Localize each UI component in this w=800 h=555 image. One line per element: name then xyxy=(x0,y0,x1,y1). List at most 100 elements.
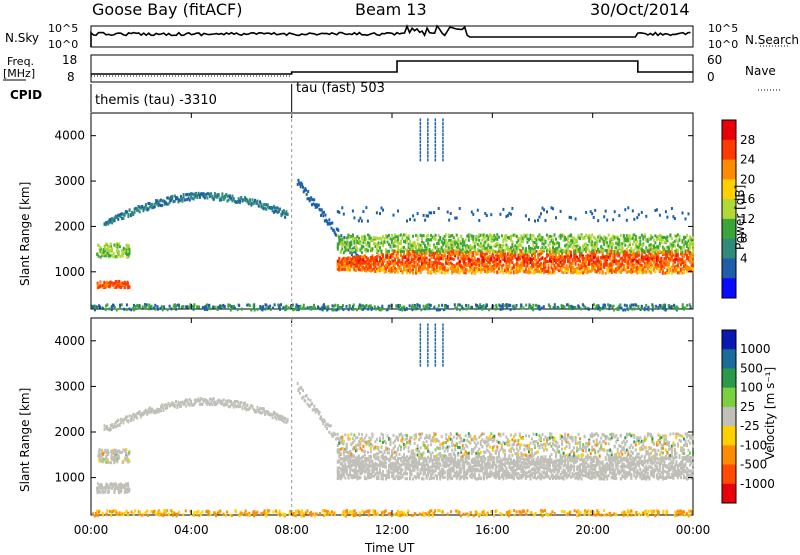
power-near-range-cell xyxy=(349,305,351,308)
power-band-cell xyxy=(358,219,360,222)
power-band-cell xyxy=(409,218,411,221)
power-band-cell xyxy=(545,219,547,222)
power-descent-cell xyxy=(340,234,342,237)
power-streak-cell xyxy=(427,118,429,121)
power-morning-cell xyxy=(99,285,101,288)
power-morning-cell xyxy=(119,255,121,258)
power-near-range-cell xyxy=(352,308,354,311)
power-streak-cell xyxy=(442,158,444,161)
power-descent-cell xyxy=(328,218,330,221)
power-near-range-cell xyxy=(465,304,467,307)
power-near-range-cell xyxy=(496,306,498,309)
power-band-cell xyxy=(575,262,577,265)
power-near-range-cell xyxy=(486,304,488,307)
power-near-range-cell xyxy=(300,305,302,308)
power-band-cell xyxy=(688,212,690,215)
power-band-cell xyxy=(522,240,524,243)
power-near-range-cell xyxy=(206,303,208,306)
power-near-range-cell xyxy=(613,308,615,311)
power-arc-cell xyxy=(260,203,262,206)
power-streak-cell xyxy=(435,133,437,136)
power-near-range-cell xyxy=(313,304,315,307)
power-streak-cell xyxy=(420,148,422,151)
power-band-cell xyxy=(444,266,446,269)
power-band-cell xyxy=(579,246,581,249)
power-band-cell xyxy=(599,240,601,243)
power-arc-cell xyxy=(195,192,197,195)
power-band-cell xyxy=(570,233,572,236)
power-near-range-cell xyxy=(265,307,267,310)
power-near-range-cell xyxy=(353,304,355,307)
power-band-cell xyxy=(682,212,684,215)
power-near-range-cell xyxy=(622,309,624,312)
power-near-range-cell xyxy=(178,304,180,307)
power-morning-cell xyxy=(120,283,122,286)
power-band-cell xyxy=(591,212,593,215)
power-band-cell xyxy=(402,259,404,262)
power-streak-cell xyxy=(435,140,437,143)
power-band-cell xyxy=(570,216,572,219)
velocity-near-range-cell xyxy=(470,511,472,514)
power-band-cell xyxy=(594,209,596,212)
power-band-cell xyxy=(530,271,532,274)
power-band-cell xyxy=(337,246,339,249)
power-band-cell xyxy=(645,246,647,249)
power-near-range-cell xyxy=(475,307,477,310)
power-band-cell xyxy=(343,213,345,216)
power-band-cell xyxy=(417,238,419,241)
power-near-range-cell xyxy=(169,305,171,308)
power-near-range-cell xyxy=(638,305,640,308)
power-band-cell xyxy=(359,217,361,220)
power-band-cell xyxy=(603,243,605,246)
power-descent-cell xyxy=(331,222,333,225)
power-band-cell xyxy=(537,219,539,222)
power-morning-cell xyxy=(118,286,120,289)
power-near-range-cell xyxy=(241,308,243,311)
power-near-range-cell xyxy=(114,306,116,309)
power-band-cell xyxy=(388,250,390,253)
power-band-cell xyxy=(579,260,581,263)
power-arc-cell xyxy=(127,215,129,218)
power-band-cell xyxy=(552,207,554,210)
power-near-range-cell xyxy=(404,308,406,311)
power-band-cell xyxy=(609,257,611,260)
power-band-cell xyxy=(675,268,677,271)
power-band-cell xyxy=(412,214,414,217)
power-band-cell xyxy=(669,235,671,238)
power-near-range-cell xyxy=(129,308,131,311)
power-near-range-cell xyxy=(423,305,425,308)
power-band-cell xyxy=(660,241,662,244)
power-band-cell xyxy=(614,210,616,213)
power-streak-cell xyxy=(427,122,429,125)
power-descent-cell xyxy=(302,186,304,189)
power-band-cell xyxy=(677,250,679,253)
power-streak-cell xyxy=(420,155,422,158)
power-band-cell xyxy=(432,249,434,252)
power-near-range-cell xyxy=(346,305,348,308)
power-morning-cell xyxy=(108,249,110,252)
power-near-range-cell xyxy=(558,307,560,310)
velocity-near-range-cell xyxy=(576,514,578,517)
power-arc-cell xyxy=(161,204,163,207)
power-band-cell xyxy=(679,239,681,242)
power-arc-cell xyxy=(239,199,241,202)
power-near-range-cell xyxy=(459,308,461,311)
power-band-cell xyxy=(645,215,647,218)
power-descent-cell xyxy=(321,208,323,211)
power-near-range-cell xyxy=(135,305,137,308)
power-streak-cell xyxy=(420,122,422,125)
power-near-range-cell xyxy=(640,307,642,310)
power-band-cell xyxy=(674,245,676,248)
power-near-range-cell xyxy=(397,304,399,307)
power-near-range-cell xyxy=(309,307,311,310)
power-arc-cell xyxy=(284,216,286,219)
power-band-cell xyxy=(511,240,513,243)
power-near-range-cell xyxy=(332,304,334,307)
power-band-cell xyxy=(400,240,402,243)
power-band-cell xyxy=(445,239,447,242)
power-near-range-cell xyxy=(439,308,441,311)
power-descent-cell xyxy=(337,229,339,232)
power-near-range-cell xyxy=(669,306,671,309)
frequency-nave-panel xyxy=(3,46,790,90)
